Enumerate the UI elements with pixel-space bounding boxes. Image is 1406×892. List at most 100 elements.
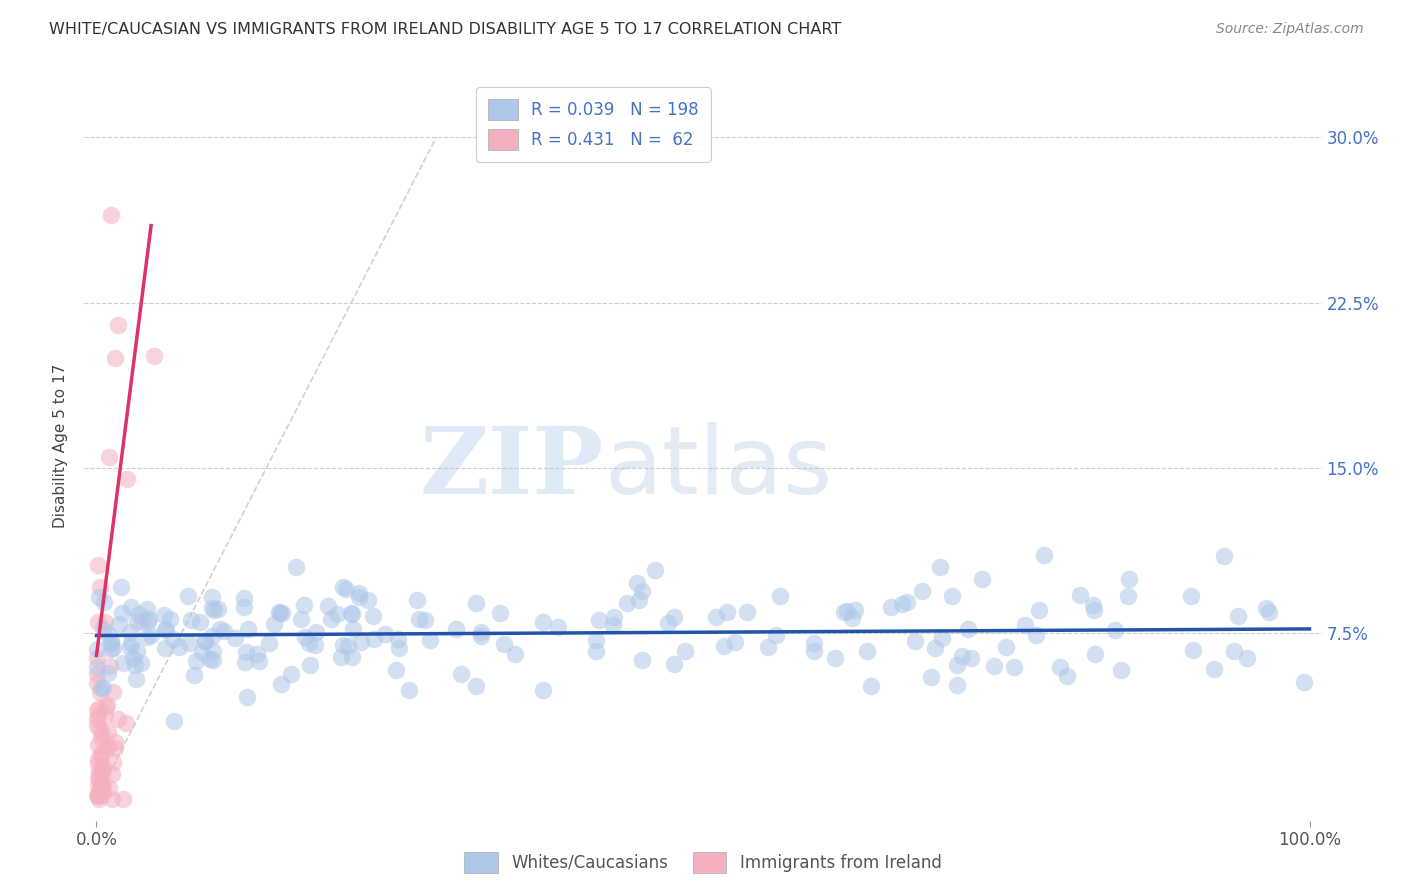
Point — [120, 635, 142, 649]
Point — [756, 640, 779, 654]
Point — [93, 623, 115, 637]
Point — [294, 630, 316, 644]
Point — [904, 634, 927, 648]
Point — [97, 724, 120, 739]
Point — [101, 767, 124, 781]
Point — [941, 589, 963, 603]
Point — [89, 684, 111, 698]
Point — [1025, 627, 1047, 641]
Point — [86, 667, 108, 681]
Point — [662, 610, 685, 624]
Point — [1104, 623, 1126, 637]
Point — [340, 649, 363, 664]
Point — [100, 208, 122, 222]
Point — [603, 609, 626, 624]
Point — [1083, 603, 1105, 617]
Point — [94, 615, 117, 630]
Point — [285, 559, 308, 574]
Point — [87, 772, 110, 786]
Point — [97, 739, 120, 753]
Point — [136, 614, 159, 628]
Point — [86, 778, 108, 792]
Point — [188, 615, 211, 629]
Point — [1292, 674, 1315, 689]
Point — [131, 614, 153, 628]
Point — [585, 633, 607, 648]
Point — [101, 640, 124, 655]
Point — [86, 642, 108, 657]
Point — [531, 682, 554, 697]
Point — [1223, 644, 1246, 658]
Point — [1180, 589, 1202, 603]
Point — [950, 648, 973, 663]
Point — [602, 618, 624, 632]
Point — [305, 625, 328, 640]
Point — [163, 714, 186, 728]
Point — [263, 617, 285, 632]
Point — [374, 627, 396, 641]
Point — [631, 584, 654, 599]
Point — [342, 622, 364, 636]
Point — [920, 670, 942, 684]
Point — [124, 673, 146, 687]
Legend: Whites/Caucasians, Immigrants from Ireland: Whites/Caucasians, Immigrants from Irela… — [458, 846, 948, 880]
Point — [104, 735, 127, 749]
Point — [136, 602, 159, 616]
Point — [1254, 601, 1277, 615]
Point — [97, 665, 120, 680]
Point — [208, 622, 231, 636]
Point — [803, 636, 825, 650]
Point — [91, 681, 114, 695]
Point — [98, 659, 121, 673]
Point — [104, 740, 127, 755]
Point — [464, 679, 486, 693]
Point — [201, 601, 224, 615]
Point — [90, 748, 112, 763]
Point — [86, 757, 108, 772]
Point — [1213, 549, 1236, 564]
Point — [87, 590, 110, 604]
Point — [236, 623, 259, 637]
Point — [122, 650, 145, 665]
Point — [139, 628, 162, 642]
Point — [177, 636, 200, 650]
Point — [96, 741, 118, 756]
Point — [716, 605, 738, 619]
Point — [91, 761, 114, 775]
Point — [97, 450, 120, 464]
Point — [124, 657, 146, 672]
Point — [450, 667, 472, 681]
Point — [946, 657, 969, 672]
Point — [257, 636, 280, 650]
Point — [1081, 598, 1104, 612]
Point — [201, 629, 224, 643]
Point — [835, 604, 858, 618]
Point — [1258, 606, 1281, 620]
Point — [970, 572, 993, 586]
Point — [245, 647, 267, 661]
Point — [290, 612, 312, 626]
Point — [90, 767, 112, 781]
Point — [769, 589, 792, 603]
Point — [631, 653, 654, 667]
Point — [162, 632, 184, 646]
Point — [233, 655, 256, 669]
Point — [118, 640, 141, 654]
Point — [104, 351, 127, 365]
Point — [628, 593, 651, 607]
Point — [87, 738, 110, 752]
Point — [267, 605, 290, 619]
Point — [159, 611, 181, 625]
Point — [326, 607, 349, 621]
Point — [101, 685, 124, 699]
Point — [924, 640, 946, 655]
Point — [86, 789, 108, 803]
Point — [94, 699, 117, 714]
Point — [735, 605, 758, 619]
Text: ZIP: ZIP — [420, 424, 605, 514]
Point — [547, 620, 569, 634]
Point — [704, 610, 727, 624]
Point — [90, 759, 112, 773]
Point — [89, 784, 111, 798]
Point — [349, 586, 371, 600]
